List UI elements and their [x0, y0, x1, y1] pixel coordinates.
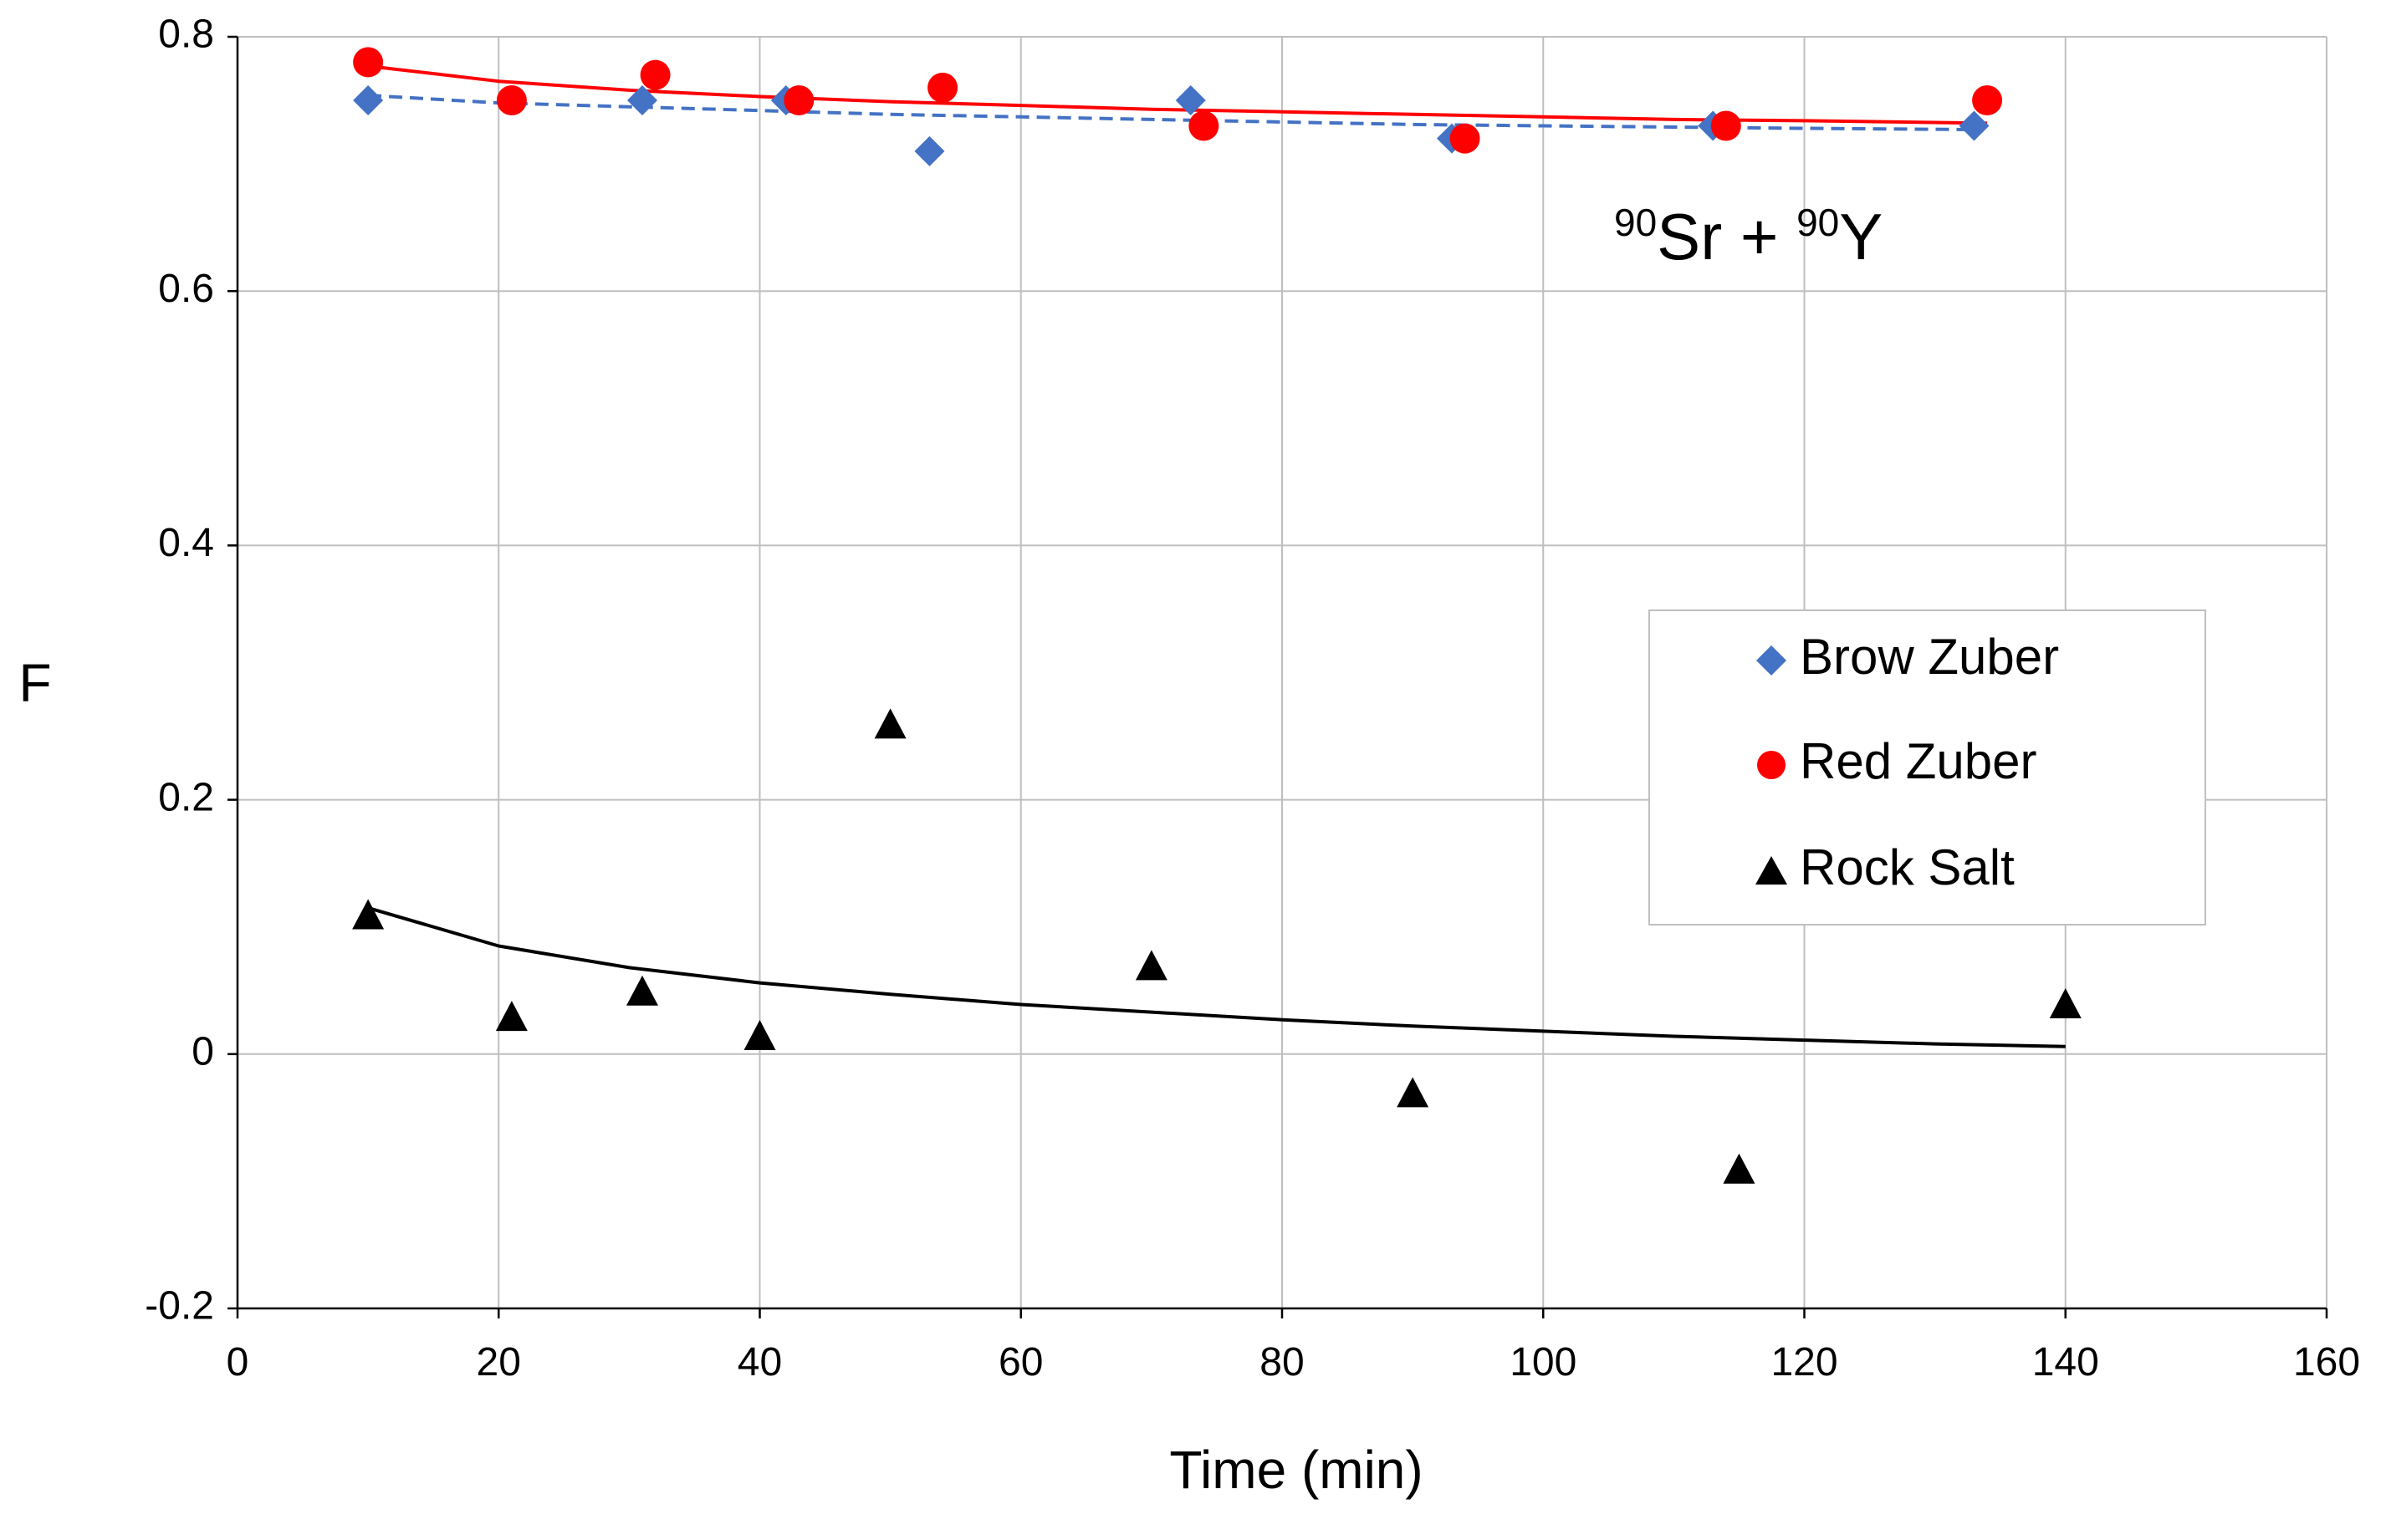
data-point-rock-salt: [743, 1019, 776, 1050]
data-point-brow-zuber: [1175, 85, 1206, 116]
trend-line-brow-zuber: [367, 94, 1975, 131]
isotope-2-symbol: Y: [1839, 200, 1883, 273]
x-tick-label: 60: [999, 1340, 1043, 1384]
y-tick-label: 0.4: [158, 521, 214, 565]
data-point-red-zuber: [1449, 123, 1480, 154]
isotope-annotation: 90Sr + 90Y: [1614, 200, 1883, 273]
trend-line-red-zuber: [367, 64, 1988, 125]
x-axis-title: Time (min): [1169, 1440, 1423, 1500]
isotope-1-mass-number: 90: [1614, 201, 1657, 244]
legend-label-rock-salt: Rock Salt: [1800, 839, 2015, 895]
y-tick-label: 0.8: [158, 13, 214, 57]
tick-labels: 0 20 40 60 80 100 120 140 160 -0.2 0 0.2 0.4 0.6 0.8: [145, 13, 2360, 1384]
x-tick-label: 20: [477, 1340, 521, 1384]
y-axis-title: F: [18, 653, 51, 713]
legend-label-red-zuber: Red Zuber: [1800, 733, 2036, 789]
y-tick-label: 0: [192, 1029, 214, 1073]
y-tick-label: 0.6: [158, 267, 214, 311]
x-tick-label: 80: [1259, 1340, 1304, 1384]
data-point-brow-zuber: [353, 85, 384, 116]
data-point-brow-zuber: [1959, 110, 1990, 141]
axes: [227, 35, 2328, 1318]
data-point-red-zuber: [784, 85, 815, 116]
isotope-1-symbol: Sr +: [1657, 200, 1796, 273]
legend-triangle-marker: [1755, 856, 1787, 885]
data-markers: [352, 47, 2082, 1184]
legend-box: [1648, 609, 2206, 926]
data-point-rock-salt: [1135, 950, 1167, 981]
x-tick-label: 100: [1510, 1340, 1576, 1384]
x-tick-label: 160: [2293, 1340, 2360, 1384]
x-tick-label: 140: [2032, 1340, 2099, 1384]
data-point-red-zuber: [1710, 110, 1741, 141]
data-point-red-zuber: [1972, 85, 2003, 116]
data-point-rock-salt: [352, 899, 385, 930]
y-tick-label: -0.2: [145, 1284, 214, 1328]
legend-circle-marker: [1757, 751, 1786, 779]
legend-label-brow-zuber: Brow Zuber: [1800, 629, 2059, 685]
data-point-red-zuber: [353, 47, 384, 78]
isotope-2-mass-number: 90: [1796, 201, 1839, 244]
data-point-red-zuber: [496, 85, 527, 116]
legend: Brow Zuber Red Zuber Rock Salt: [1648, 609, 2206, 926]
x-tick-label: 120: [1770, 1340, 1837, 1384]
data-point-rock-salt: [495, 1001, 528, 1032]
data-point-rock-salt: [626, 975, 658, 1006]
x-tick-label: 40: [738, 1340, 782, 1384]
x-tick-label: 0: [227, 1340, 249, 1384]
data-point-rock-salt: [1397, 1077, 1429, 1108]
legend-diamond-marker: [1756, 645, 1786, 676]
data-point-rock-salt: [2049, 987, 2082, 1018]
trend-line-rock-salt: [367, 905, 2066, 1048]
data-point-rock-salt: [1723, 1153, 1755, 1184]
data-point-red-zuber: [1188, 110, 1219, 141]
data-point-brow-zuber: [626, 85, 657, 116]
trend-lines: [367, 64, 2066, 1048]
data-point-red-zuber: [927, 72, 958, 103]
y-tick-label: 0.2: [158, 775, 214, 819]
data-point-brow-zuber: [914, 135, 945, 166]
data-point-red-zuber: [640, 59, 671, 90]
data-point-rock-salt: [874, 708, 907, 739]
